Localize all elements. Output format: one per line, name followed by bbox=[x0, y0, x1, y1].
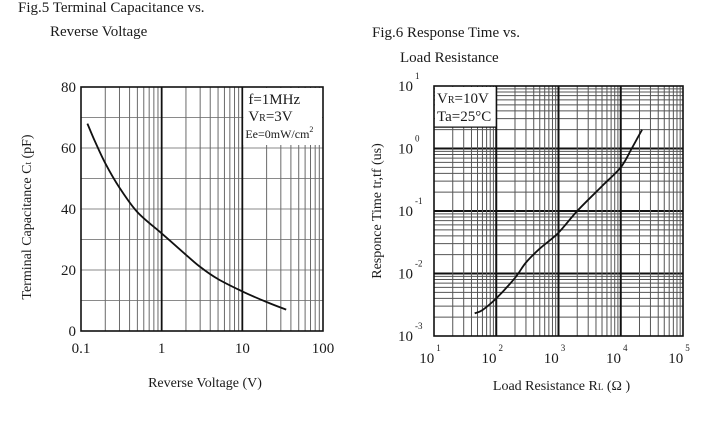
fig6-x-tick-label: 103 bbox=[544, 343, 566, 367]
fig5-annotation-vr-sub: R bbox=[259, 113, 266, 124]
fig6-x-axis-label-main: Load Resistance R bbox=[493, 379, 599, 394]
fig6-annotation-temperature: Ta=25°C bbox=[437, 109, 491, 125]
fig6-x-tick-exponent: 3 bbox=[561, 343, 566, 353]
fig5-y-tick-label: 20 bbox=[61, 263, 76, 279]
fig5-y-tick-label: 80 bbox=[61, 80, 76, 96]
fig5-x-tick-label: 10 bbox=[235, 341, 250, 357]
fig5-annotation-frequency: f=1MHz bbox=[248, 92, 300, 108]
fig5-y-tick-label: 0 bbox=[69, 324, 77, 340]
fig5-annotation-irradiance: Ee=0mW/cm2 bbox=[245, 125, 313, 141]
fig6-x-tick-base: 10 bbox=[482, 351, 497, 367]
fig5-title-line1: Fig.5 Terminal Capacitance vs. bbox=[18, 0, 205, 16]
fig5-x-axis-label: Reverse Voltage (V) bbox=[148, 376, 262, 391]
fig5-y-axis-label-unit: (pF) bbox=[20, 134, 35, 162]
fig5-series-ct-line bbox=[86, 123, 287, 311]
fig6-x-tick-base: 10 bbox=[544, 351, 559, 367]
fig5-annotation-vr-main: V bbox=[248, 109, 259, 125]
fig6-y-tick-label: 10-1 bbox=[398, 196, 423, 220]
fig6-y-tick-exponent: 1 bbox=[415, 71, 420, 81]
fig5-x-tick-label: 100 bbox=[312, 341, 335, 357]
fig5-y-tick-labels: 0 20 40 60 80 bbox=[61, 80, 76, 340]
fig6-y-tick-base: 10 bbox=[398, 204, 413, 220]
fig6-x-axis-label-sub: L bbox=[598, 382, 604, 392]
fig6-annotation-vr-sub: R bbox=[448, 95, 455, 106]
fig6-annotation-box: VR=10V Ta=25°C bbox=[434, 86, 497, 128]
fig6-x-tick-base: 10 bbox=[606, 351, 621, 367]
fig6-y-tick-exponent: -3 bbox=[415, 321, 423, 331]
fig6-y-tick-label: 100 bbox=[398, 134, 420, 158]
fig5-x-tick-label: 1 bbox=[158, 341, 166, 357]
fig6-y-tick-base: 10 bbox=[398, 267, 413, 283]
fig6-x-tick-exponent: 4 bbox=[623, 343, 628, 353]
fig6-x-tick-exponent: 1 bbox=[436, 343, 441, 353]
fig6-y-tick-exponent: 0 bbox=[415, 134, 420, 144]
fig6-series-response-time-line bbox=[474, 129, 643, 315]
fig6-x-axis-label: Load Resistance RL (Ω ) bbox=[493, 379, 631, 394]
fig6-x-tick-label: 105 bbox=[668, 343, 690, 367]
fig5-annotation-irradiance-main: Ee=0mW/cm bbox=[245, 127, 310, 141]
fig5-chart: f=1MHz VR=3V Ee=0mW/cm2 0.1 1 10 100 0 20 40 6… bbox=[20, 80, 334, 391]
fig6-x-tick-label: 101 bbox=[419, 343, 441, 367]
fig6-x-tick-exponent: 2 bbox=[499, 343, 504, 353]
fig6-title-line1: Fig.6 Response Time vs. bbox=[372, 25, 520, 41]
fig6-y-tick-label: 10-3 bbox=[398, 321, 423, 345]
fig5-y-tick-label: 40 bbox=[61, 202, 76, 218]
fig6-y-tick-exponent: -2 bbox=[415, 259, 423, 269]
fig5-y-axis-label: Terminal Capacitance Ct (pF) bbox=[20, 134, 35, 300]
fig5-title-line2: Reverse Voltage bbox=[50, 24, 148, 40]
fig6-y-tick-label: 10-2 bbox=[398, 259, 423, 283]
fig6-grid bbox=[434, 86, 683, 336]
fig6-y-tick-base: 10 bbox=[398, 329, 413, 345]
fig6-y-tick-exponent: -1 bbox=[415, 196, 423, 206]
fig6-y-axis-label: Responce Time tr,tf (us) bbox=[370, 143, 385, 279]
fig6-plot-frame bbox=[433, 85, 684, 337]
fig5-y-axis-label-sub: t bbox=[23, 162, 33, 165]
fig6-annotation-bg bbox=[435, 87, 497, 128]
fig6-annotation-vr: VR=10V bbox=[437, 91, 489, 107]
fig6-x-tick-base: 10 bbox=[668, 351, 683, 367]
fig5-y-axis-label-main: Terminal Capacitance C bbox=[20, 165, 35, 300]
fig6-y-tick-base: 10 bbox=[398, 79, 413, 95]
fig6-x-tick-label: 102 bbox=[482, 343, 504, 367]
fig5-x-tick-labels: 0.1 1 10 100 bbox=[72, 341, 335, 357]
fig5-annotation-irradiance-sup: 2 bbox=[309, 125, 313, 134]
fig5-annotation-vr-rest: =3V bbox=[266, 109, 293, 125]
fig6-title-line2: Load Resistance bbox=[400, 50, 499, 66]
fig5-y-tick-label: 60 bbox=[61, 141, 76, 157]
fig6-y-tick-base: 10 bbox=[398, 142, 413, 158]
fig5-x-tick-label: 0.1 bbox=[72, 341, 91, 357]
fig5-plot-frame bbox=[80, 86, 324, 332]
fig6-x-axis-label-unit: (Ω ) bbox=[603, 379, 630, 394]
fig5-annotation-bg bbox=[243, 88, 322, 145]
fig6-x-tick-exponent: 5 bbox=[685, 343, 690, 353]
fig6-annotation-vr-main: V bbox=[437, 91, 448, 107]
fig6-x-tick-base: 10 bbox=[419, 351, 434, 367]
fig5-annotation-box: f=1MHz VR=3V Ee=0mW/cm2 bbox=[243, 88, 322, 145]
fig6-y-tick-label: 101 bbox=[398, 71, 420, 95]
fig5-annotation-vr: VR=3V bbox=[248, 109, 292, 125]
fig6-annotation-vr-rest: =10V bbox=[455, 91, 489, 107]
fig6-x-tick-label: 104 bbox=[606, 343, 628, 367]
